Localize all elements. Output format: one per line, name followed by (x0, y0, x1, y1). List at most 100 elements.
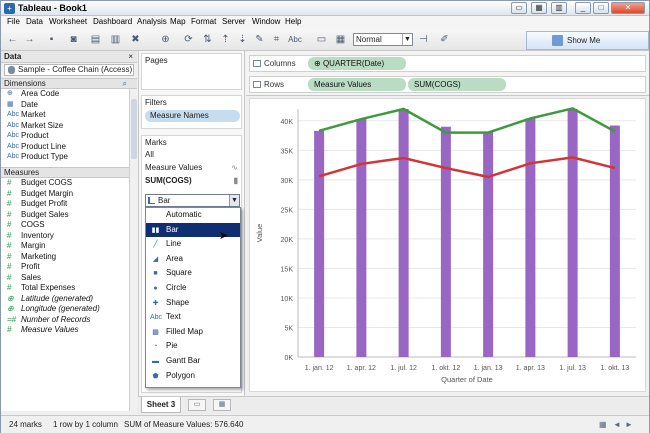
new-sheet-icon[interactable]: ▤ (90, 34, 101, 45)
columns-shelf[interactable]: Columns ⊕ QUARTER(Date) (249, 55, 646, 72)
back-icon[interactable]: ← (7, 34, 18, 45)
measure-field[interactable]: # Profit (1, 262, 129, 273)
show-me-button[interactable]: Show Me (526, 31, 649, 50)
maximize-button[interactable]: □ (593, 2, 609, 14)
pages-card[interactable]: Pages (141, 53, 242, 90)
fix-axes-icon[interactable]: ⊣ (419, 34, 428, 45)
mark-type-option-line[interactable]: ╱ Line (146, 237, 240, 252)
swap-icon[interactable]: ⇅ (203, 34, 212, 45)
measure-field[interactable]: # Budget Margin (1, 189, 129, 200)
refresh-icon[interactable]: ⟳ (184, 34, 193, 45)
scrollbar-thumb[interactable] (131, 99, 137, 159)
menu-window[interactable]: Window (252, 17, 281, 26)
measure-field[interactable]: # Sales (1, 273, 129, 284)
mark-type-option-text[interactable]: Abc Text (146, 310, 240, 325)
grid-view-icon[interactable]: ▦ (531, 2, 547, 14)
measure-field[interactable]: =# Number of Records (1, 315, 129, 326)
menu-dashboard[interactable]: Dashboard (93, 17, 133, 26)
chart-view-icon[interactable]: ▥ (551, 2, 567, 14)
measure-field[interactable]: # Marketing (1, 252, 129, 263)
dimension-field[interactable]: Abc Market Size (1, 121, 129, 132)
search-icon[interactable]: ⌕ (122, 79, 127, 88)
filter-pill-measure-names[interactable]: Measure Names (145, 110, 240, 122)
measure-field[interactable]: # COGS (1, 220, 129, 231)
new-worksheet-icon[interactable]: ▭ (188, 399, 206, 411)
highlight-icon[interactable]: ✎ (255, 34, 264, 45)
filters-card[interactable]: Filters Measure Names (141, 95, 242, 129)
polygon-mark-icon: ⬟ (152, 372, 159, 380)
auto-update-icon[interactable]: ⊕ (161, 34, 170, 45)
dimension-field[interactable]: Abc Market (1, 110, 129, 121)
sort-asc-icon[interactable]: ⇡ (221, 34, 230, 45)
presentation-icon[interactable]: ▭ (316, 34, 327, 45)
marks-sum-cogs-row[interactable]: SUM(COGS) ▮ (142, 175, 241, 187)
bar (440, 126, 451, 357)
clear-sheet-icon[interactable]: ✖ (131, 34, 140, 45)
marks-all-row[interactable]: All (142, 149, 241, 161)
dimension-field[interactable]: Abc Product Line (1, 142, 129, 153)
forward-icon[interactable]: → (24, 34, 35, 45)
mark-type-option-polygon[interactable]: ⬟ Polygon (146, 369, 240, 384)
new-dashboard-icon[interactable]: ▦ (213, 399, 231, 411)
dimension-field[interactable]: Abc Product (1, 131, 129, 142)
chart-area[interactable]: 0K 5K 10K 15K 20K 25K 30K 35K 40K 1. jan. 12 1. ap… (249, 98, 646, 392)
datasource-item[interactable]: Sample - Coffee Chain (Access) (4, 64, 134, 76)
datasource-icon[interactable]: ◙ (70, 34, 77, 45)
minimize-button[interactable]: _ (575, 2, 591, 14)
mark-type-option-automatic[interactable]: Automatic (146, 208, 240, 223)
rows-shelf[interactable]: Rows Measure Values SUM(COGS) (249, 76, 646, 93)
labels-icon[interactable]: Abc (288, 35, 302, 44)
data-pane-scrollbar[interactable] (129, 89, 137, 411)
mark-type-select[interactable]: Bar ▼ (145, 194, 240, 207)
status-nav-forward-icon[interactable]: ► (625, 420, 633, 429)
mark-type-option-filled-map[interactable]: ▩ Filled Map (146, 325, 240, 340)
measure-field[interactable]: # Margin (1, 241, 129, 252)
menu-format[interactable]: Format (191, 17, 217, 26)
measure-field[interactable]: # Budget COGS (1, 178, 129, 189)
mark-type-option-square[interactable]: ■ Square (146, 266, 240, 281)
menu-data[interactable]: Data (26, 17, 43, 26)
fit-icon[interactable]: ▦ (335, 34, 346, 45)
mark-type-option-circle[interactable]: ● Circle (146, 281, 240, 296)
dimension-field[interactable]: Abc Product Type (1, 152, 129, 163)
save-icon[interactable]: ▪ (49, 34, 54, 45)
circle-mark-icon: ● (153, 284, 158, 292)
menu-file[interactable]: File (7, 17, 20, 26)
measure-field[interactable]: # Inventory (1, 231, 129, 242)
duplicate-sheet-icon[interactable]: ▥ (110, 34, 121, 45)
dimension-field[interactable]: ▦ Date (1, 100, 129, 111)
close-button[interactable]: ✕ (611, 2, 645, 14)
menu-worksheet[interactable]: Worksheet (49, 17, 88, 26)
columns-pill-quarter-date[interactable]: ⊕ QUARTER(Date) (308, 57, 406, 70)
mark-type-option-gantt-bar[interactable]: ▬ Gantt Bar (146, 354, 240, 369)
measure-label: Budget Sales (21, 209, 69, 219)
x-tick-label: 1. apr. 12 (347, 365, 376, 372)
mark-type-option-area[interactable]: ◢ Area (146, 252, 240, 267)
pen-icon[interactable]: ✐ (440, 34, 449, 45)
measure-field[interactable]: # Total Expenses (1, 283, 129, 294)
menu-map[interactable]: Map (170, 17, 186, 26)
tab-sheet-3[interactable]: Sheet 3 (141, 397, 181, 413)
rows-pill-measure-values[interactable]: Measure Values (308, 78, 406, 91)
measure-field[interactable]: # Budget Sales (1, 210, 129, 221)
dimension-field[interactable]: ⊕ Area Code (1, 89, 129, 100)
menu-analysis[interactable]: Analysis (137, 17, 167, 26)
marks-measure-values-row[interactable]: Measure Values ∿ (142, 162, 241, 174)
status-grid-icon[interactable]: ▦ (599, 420, 607, 429)
mark-type-option-pie[interactable]: ◔ Pie (146, 339, 240, 354)
menu-server[interactable]: Server (222, 17, 246, 26)
fit-select[interactable]: Normal ▼ (353, 33, 413, 46)
menu-help[interactable]: Help (285, 17, 302, 26)
status-nav-back-icon[interactable]: ◄ (613, 420, 621, 429)
measure-field[interactable]: # Measure Values (1, 325, 129, 336)
rows-pill-sum-cogs[interactable]: SUM(COGS) (408, 78, 506, 91)
measure-field[interactable]: ⊕ Latitude (generated) (1, 294, 129, 305)
pane-close-icon[interactable]: × (128, 52, 133, 61)
restore-tabs-icon[interactable]: ▭ (511, 2, 527, 14)
mark-type-option-shape[interactable]: ✚ Shape (146, 296, 240, 311)
sort-desc-icon[interactable]: ⇣ (238, 34, 247, 45)
measure-field[interactable]: ⊕ Longitude (generated) (1, 304, 129, 315)
mark-type-option-bar[interactable]: ▮▮ Bar (146, 222, 240, 238)
measure-field[interactable]: # Budget Profit (1, 199, 129, 210)
group-icon[interactable]: ⌗ (273, 34, 280, 45)
